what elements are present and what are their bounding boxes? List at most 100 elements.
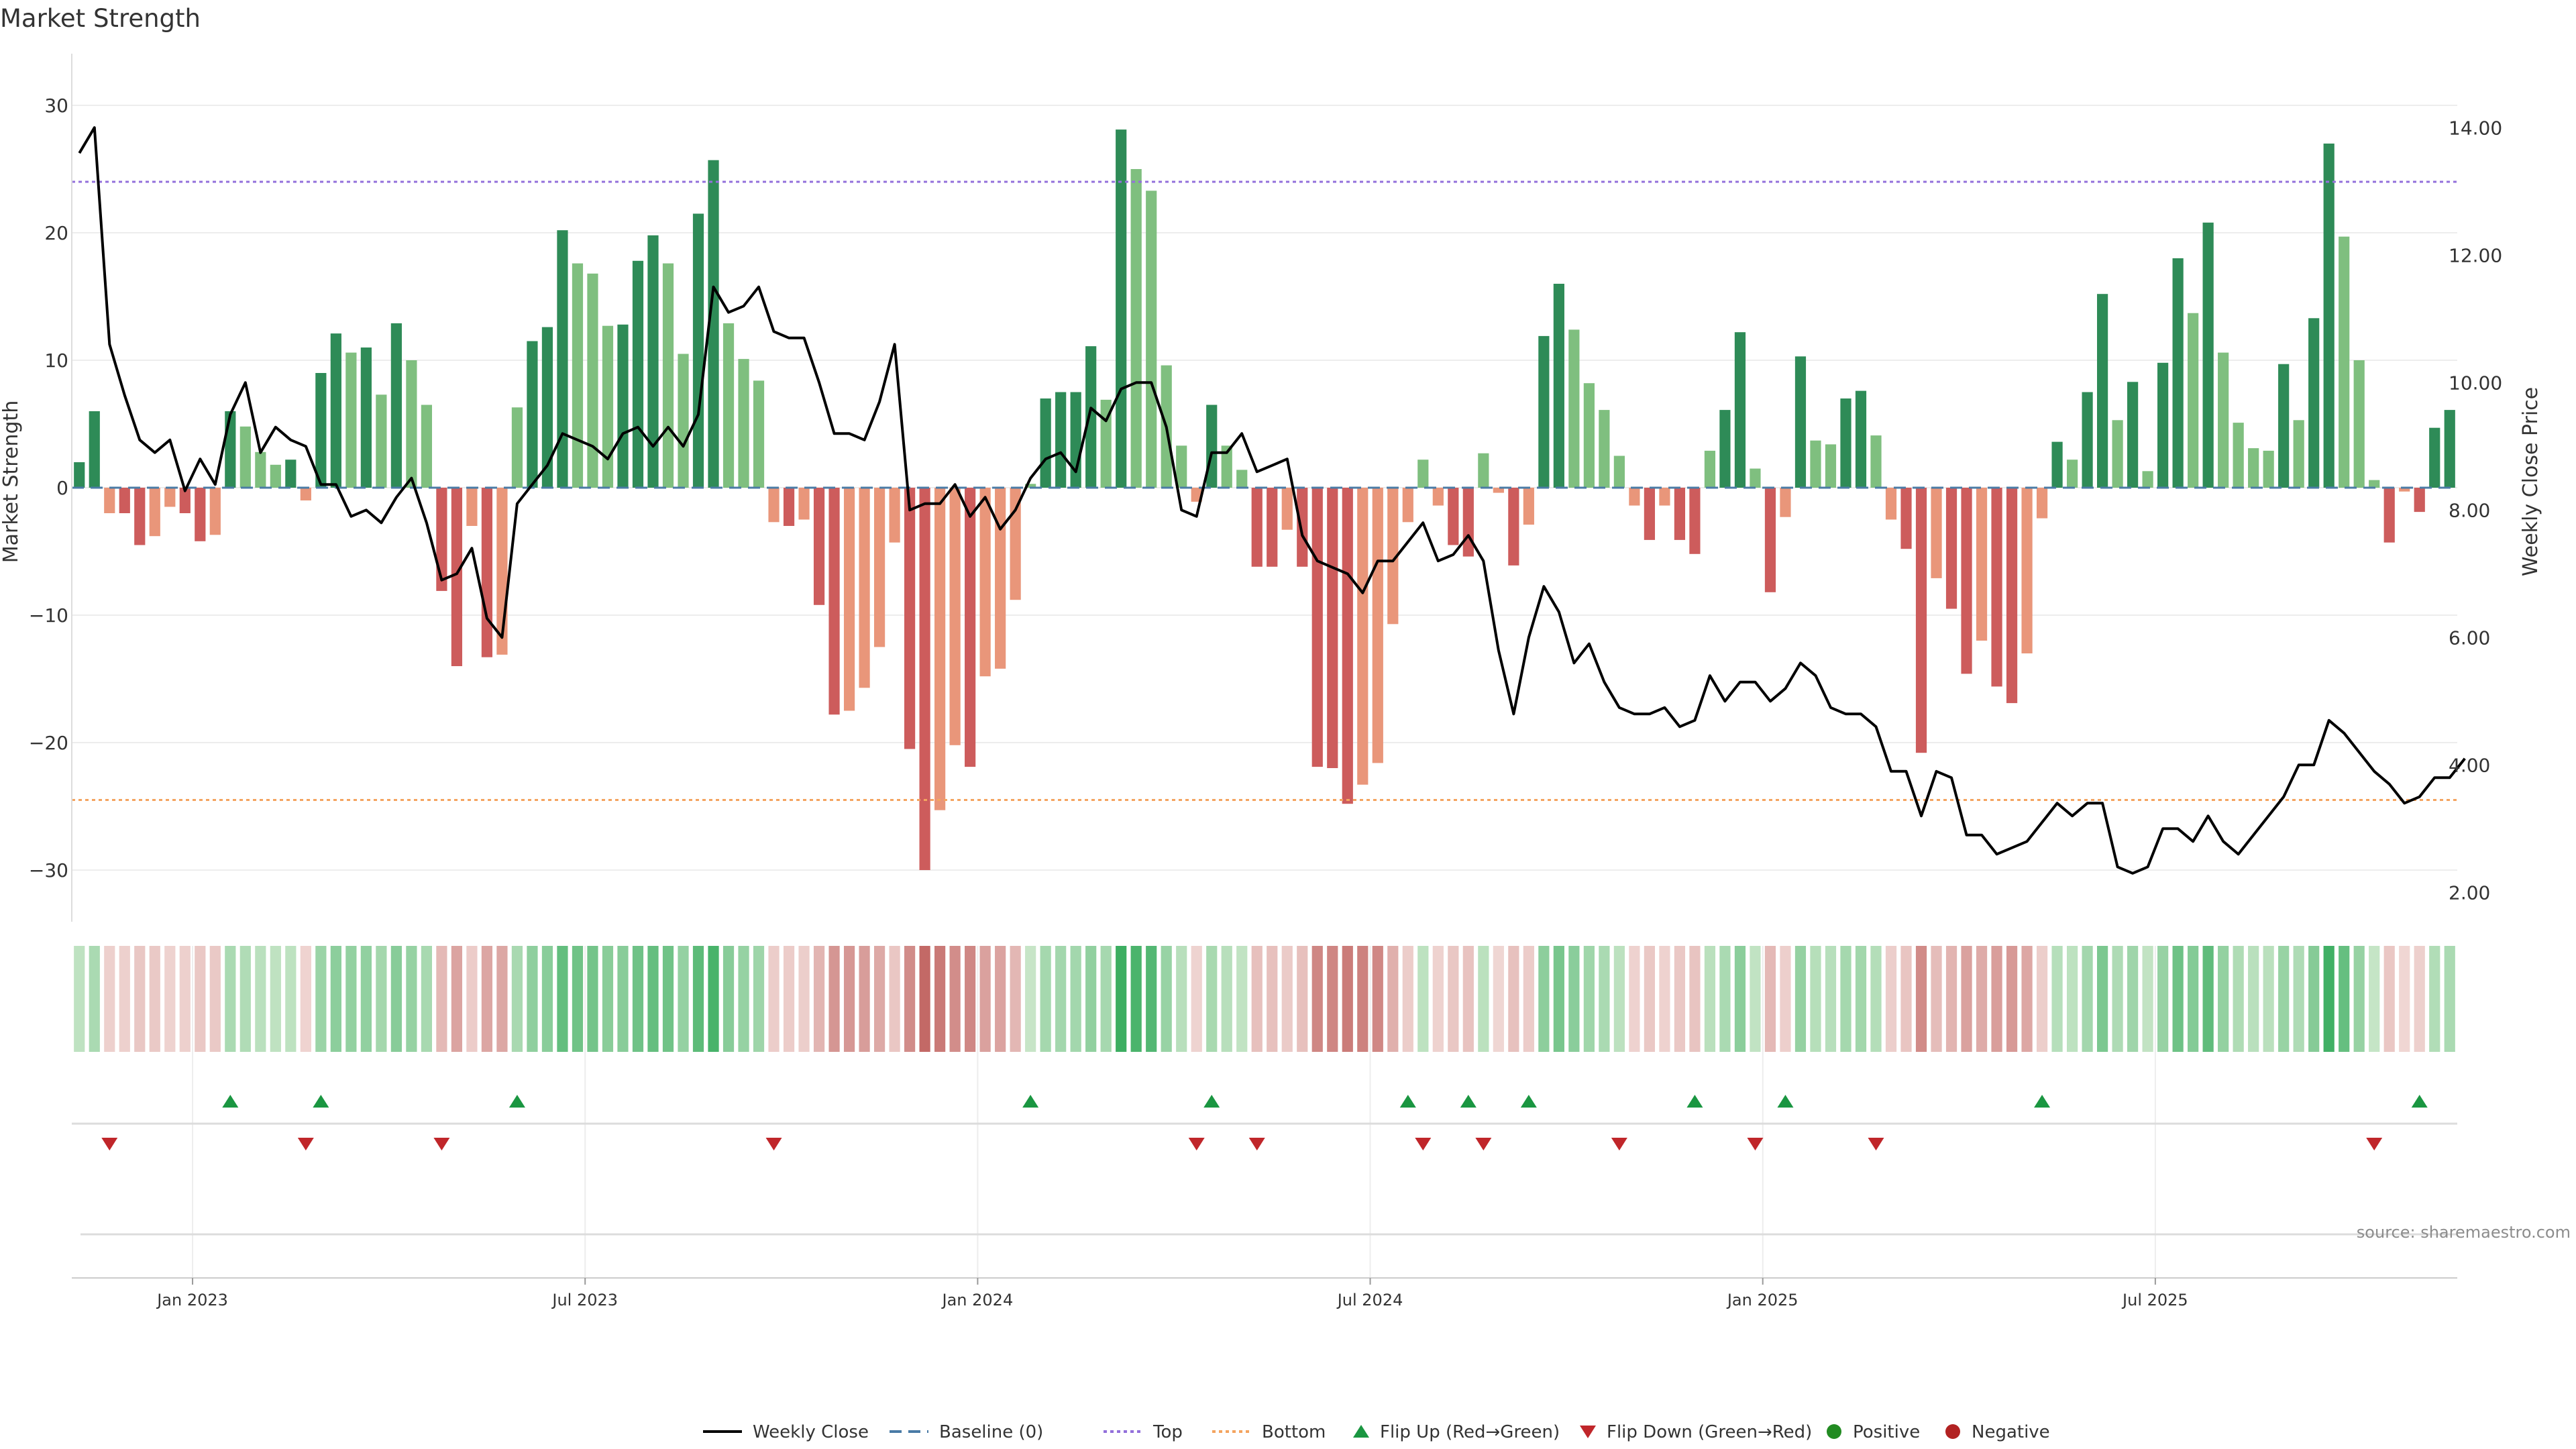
flip-up-marker — [1203, 1095, 1220, 1108]
strength-bar — [1945, 488, 1957, 609]
strength-bar — [1478, 453, 1489, 488]
strength-bar — [1417, 460, 1429, 488]
heat-cell — [1780, 946, 1791, 1052]
y-axis-label-left: Market Strength — [0, 400, 23, 563]
flip-up-marker — [1686, 1095, 1703, 1108]
strength-bar — [708, 160, 719, 488]
strength-bar — [481, 488, 493, 657]
strength-bar — [1538, 335, 1550, 488]
heat-cell — [1991, 946, 2002, 1052]
heat-cell — [692, 946, 704, 1052]
heat-cell — [662, 946, 674, 1052]
heat-cell — [572, 946, 584, 1052]
strength-bar — [1176, 445, 1187, 488]
heat-cell — [1659, 946, 1670, 1052]
heat-cell — [768, 946, 780, 1052]
strength-bar — [466, 488, 478, 526]
heat-cell — [406, 946, 417, 1052]
strength-bar — [195, 488, 206, 541]
strength-bar — [2323, 144, 2334, 488]
heat-cell — [2051, 946, 2063, 1052]
strength-bar — [1311, 488, 1323, 767]
weekly-close-series — [78, 126, 2466, 875]
strength-bar — [1583, 383, 1595, 488]
flip-up-marker — [1520, 1095, 1537, 1108]
strength-bar — [738, 359, 749, 488]
y-tick-left: 10 — [44, 350, 68, 372]
strength-bar — [768, 488, 780, 523]
strength-bar — [1297, 488, 1308, 567]
heat-cell — [678, 946, 689, 1052]
heat-cell — [1025, 946, 1036, 1052]
strength-bar — [239, 426, 251, 488]
heat-cell — [2414, 946, 2425, 1052]
heat-cell — [1478, 946, 1489, 1052]
heat-cell — [965, 946, 976, 1052]
strength-bar — [1146, 191, 1157, 488]
heat-cell — [1840, 946, 1851, 1052]
strength-bar — [360, 347, 372, 488]
heat-cell — [1161, 946, 1172, 1052]
heat-cell — [1855, 946, 1867, 1052]
strength-bar — [2127, 382, 2139, 488]
flip-down-marker — [433, 1138, 450, 1150]
strength-bar — [285, 460, 297, 488]
strength-bar — [2066, 460, 2078, 488]
heat-cell — [1900, 946, 1912, 1052]
strength-bar — [2172, 258, 2184, 488]
strength-bar — [602, 325, 614, 488]
heat-cell — [889, 946, 900, 1052]
strength-bar — [1130, 169, 1142, 488]
x-tick-label: Jan 2024 — [941, 1291, 1014, 1309]
strength-bar — [2383, 488, 2395, 543]
heat-cell — [179, 946, 191, 1052]
strength-bar — [2036, 488, 2048, 519]
strength-bar — [2353, 360, 2365, 488]
strength-bar — [813, 488, 825, 605]
heat-cell — [1357, 946, 1368, 1052]
strength-bar — [1327, 488, 1338, 768]
axes: 30 20 10 0 −10 −20 −30 14.00 12.00 10.00 8.00 6.00 4… — [0, 54, 2542, 922]
strength-bar — [421, 405, 433, 488]
heat-cell — [738, 946, 749, 1052]
strength-bar — [979, 488, 991, 677]
strength-bar — [2233, 423, 2244, 488]
strength-bar — [2202, 222, 2214, 488]
heat-cell — [1462, 946, 1474, 1052]
y-tick-right: 14.00 — [2449, 117, 2502, 139]
heat-cell — [2021, 946, 2033, 1052]
strength-bar — [164, 488, 176, 507]
strength-bar — [692, 213, 704, 488]
y-tick-left: 20 — [44, 222, 68, 244]
heat-cell — [481, 946, 493, 1052]
heat-cell — [330, 946, 341, 1052]
heat-cell — [1085, 946, 1097, 1052]
heat-cell — [360, 946, 372, 1052]
strength-bar — [541, 327, 553, 488]
strength-bar — [1523, 488, 1534, 525]
heat-cell — [1130, 946, 1142, 1052]
heat-cell — [647, 946, 659, 1052]
heat-cell — [1674, 946, 1686, 1052]
heat-cell — [1915, 946, 1927, 1052]
strength-bar — [1085, 346, 1097, 488]
strength-bar — [1055, 392, 1067, 488]
strength-bar — [2188, 313, 2199, 488]
heat-cell — [1402, 946, 1413, 1052]
strength-bar — [1674, 488, 1686, 540]
x-tick-label: Jul 2023 — [551, 1291, 618, 1309]
y-tick-right: 12.00 — [2449, 244, 2502, 266]
strength-bar — [2369, 480, 2380, 488]
heat-cell — [919, 946, 930, 1052]
strength-bar — [270, 464, 281, 488]
heat-cell — [390, 946, 402, 1052]
heat-cell — [2293, 946, 2304, 1052]
strength-bar — [1764, 488, 1776, 592]
strength-bar — [919, 488, 930, 870]
strength-bar — [134, 488, 146, 545]
heat-cell — [2036, 946, 2048, 1052]
heat-cell — [1825, 946, 1837, 1052]
heat-cell — [2248, 946, 2259, 1052]
strength-bar — [1840, 398, 1851, 488]
